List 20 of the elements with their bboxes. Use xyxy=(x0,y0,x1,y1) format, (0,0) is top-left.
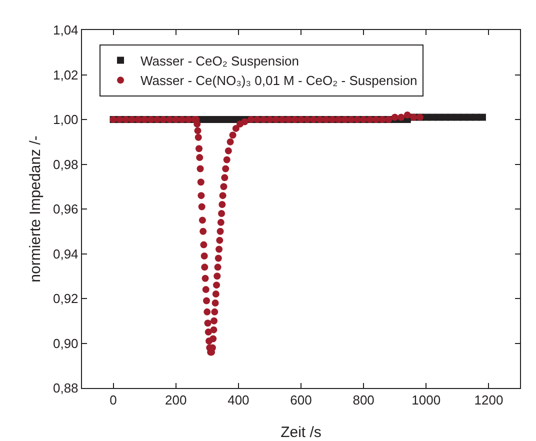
y-tick-label: 1,02 xyxy=(52,67,78,82)
x-tick-label: 0 xyxy=(110,392,117,408)
y-tick-label: 0,94 xyxy=(52,246,78,262)
y-tick-label: 0,92 xyxy=(52,291,78,306)
legend-label: Wasser - CeO₂ Suspension xyxy=(140,53,299,68)
y-axis-title: normierte Impedanz /- xyxy=(27,136,44,282)
x-tick-label: 800 xyxy=(352,392,374,408)
x-tick-label: 200 xyxy=(165,392,187,408)
y-tick-label: 0,90 xyxy=(52,336,78,351)
x-tick-label: 400 xyxy=(228,392,250,408)
x-tick-label: 1200 xyxy=(474,392,504,408)
y-tick-label: 1,04 xyxy=(52,22,78,38)
x-axis-title: Zeit /s xyxy=(280,424,322,441)
y-tick-label: 1,00 xyxy=(52,112,78,128)
y-tick-label: 0,98 xyxy=(52,156,78,172)
y-tick-label: 0,88 xyxy=(52,380,78,396)
x-tick-label: 1000 xyxy=(412,392,441,408)
legend-label: Wasser - Ce(NO₃)₃ 0,01 M - CeO₂ - Suspension xyxy=(140,73,418,88)
y-tick-label: 0,96 xyxy=(52,202,78,217)
x-tick-label: 600 xyxy=(290,392,312,408)
